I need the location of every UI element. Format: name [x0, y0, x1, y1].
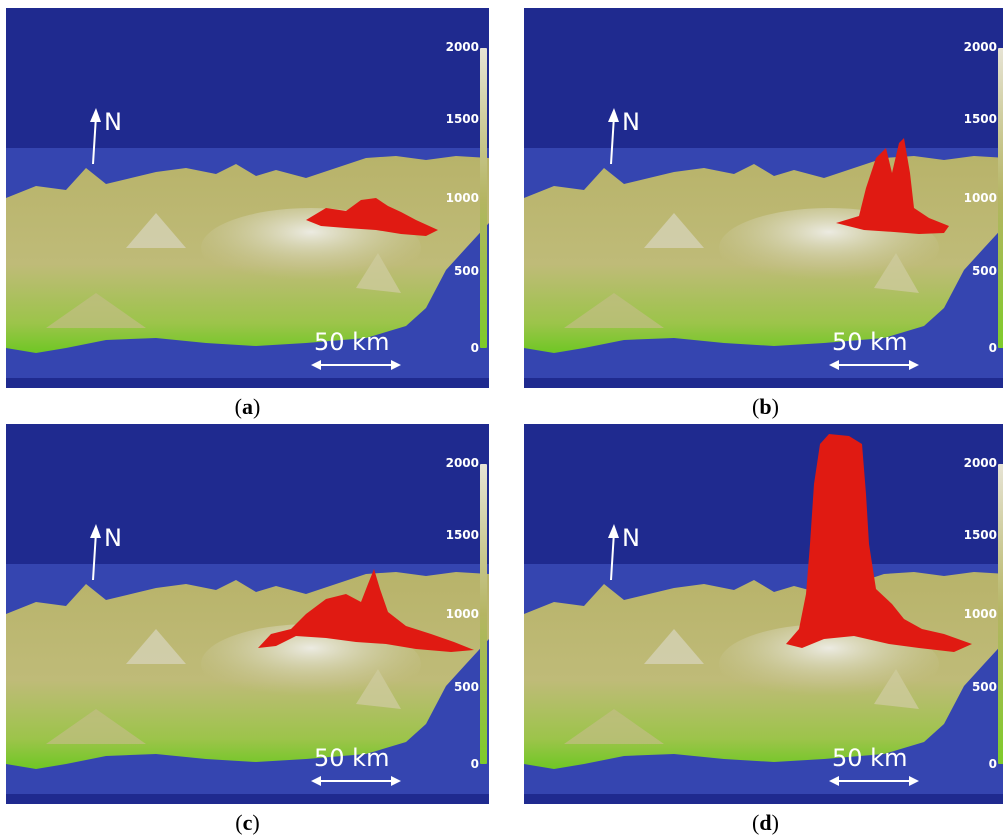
colorbar-tick: 1000: [963, 191, 997, 205]
terrain-scene: [6, 148, 489, 378]
ridge: [46, 293, 146, 328]
colorbar-tick: 2000: [445, 456, 479, 470]
colorbar-tick: 500: [971, 680, 997, 694]
colorbar-tick: 500: [971, 264, 997, 278]
panel-b: N 50 km 2000 1500 1000 500 0: [524, 8, 1003, 388]
volcanic-plume: [306, 198, 438, 236]
ridge: [644, 213, 704, 248]
ridge: [356, 669, 401, 709]
scale-arrow-icon: [829, 360, 919, 370]
colorbar-tick: 500: [453, 680, 479, 694]
volcanic-plume: [836, 138, 949, 234]
colorbar-tick: 0: [988, 757, 997, 771]
colorbar-tick: 0: [470, 757, 479, 771]
colorbar-tick: 2000: [963, 40, 997, 54]
arrow-up-icon: [608, 524, 619, 581]
arrow-up-icon: [90, 524, 101, 581]
ridge: [874, 669, 919, 709]
colorbar-tick: 0: [988, 341, 997, 355]
high-plateau: [201, 624, 421, 704]
colorbar-tick: 1500: [445, 528, 479, 542]
volcanic-plume: [258, 569, 474, 652]
terrain-scene: [524, 434, 1003, 794]
colorbar-tick: 2000: [963, 456, 997, 470]
colorbar-tick: 1500: [963, 528, 997, 542]
ridge: [126, 629, 186, 664]
north-label: N: [104, 524, 122, 552]
ridge: [874, 253, 919, 293]
colorbar-tick: 1500: [445, 112, 479, 126]
panel-a: N 50 km 2000 1500 1000 500 0: [6, 8, 489, 388]
colorbar: [480, 48, 487, 348]
colorbar-tick: 1000: [445, 191, 479, 205]
scale-label: 50 km: [314, 744, 390, 772]
caption-a: (a): [234, 394, 261, 419]
panel-c: N 50 km 2000 1500 1000 500 0: [6, 424, 489, 804]
north-label: N: [104, 108, 122, 136]
scale-label: 50 km: [314, 328, 390, 356]
scale-label: 50 km: [832, 744, 908, 772]
colorbar: [998, 464, 1003, 764]
scale-arrow-icon: [311, 776, 401, 786]
north-label: N: [622, 524, 640, 552]
ridge: [644, 629, 704, 664]
caption-b: (b): [752, 394, 779, 419]
colorbar-tick: 1500: [963, 112, 997, 126]
arrow-up-icon: [90, 108, 101, 165]
scale-arrow-icon: [311, 360, 401, 370]
ridge: [356, 253, 401, 293]
colorbar-tick: 2000: [445, 40, 479, 54]
terrain-scene: [524, 138, 1003, 378]
terrain-scene: [6, 564, 489, 794]
panel-d: N 50 km 2000 1500 1000 500 0: [524, 424, 1003, 804]
ridge: [564, 709, 664, 744]
colorbar: [998, 48, 1003, 348]
ridge: [46, 709, 146, 744]
colorbar: [480, 464, 487, 764]
volcanic-plume: [786, 434, 972, 652]
scale-arrow-icon: [829, 776, 919, 786]
colorbar-tick: 1000: [963, 607, 997, 621]
colorbar-tick: 500: [453, 264, 479, 278]
caption-d: (d): [752, 810, 779, 835]
arrow-up-icon: [608, 108, 619, 165]
north-label: N: [622, 108, 640, 136]
high-plateau: [719, 624, 939, 704]
scale-label: 50 km: [832, 328, 908, 356]
colorbar-tick: 0: [470, 341, 479, 355]
ridge: [126, 213, 186, 248]
ridge: [564, 293, 664, 328]
caption-c: (c): [235, 810, 260, 835]
colorbar-tick: 1000: [445, 607, 479, 621]
